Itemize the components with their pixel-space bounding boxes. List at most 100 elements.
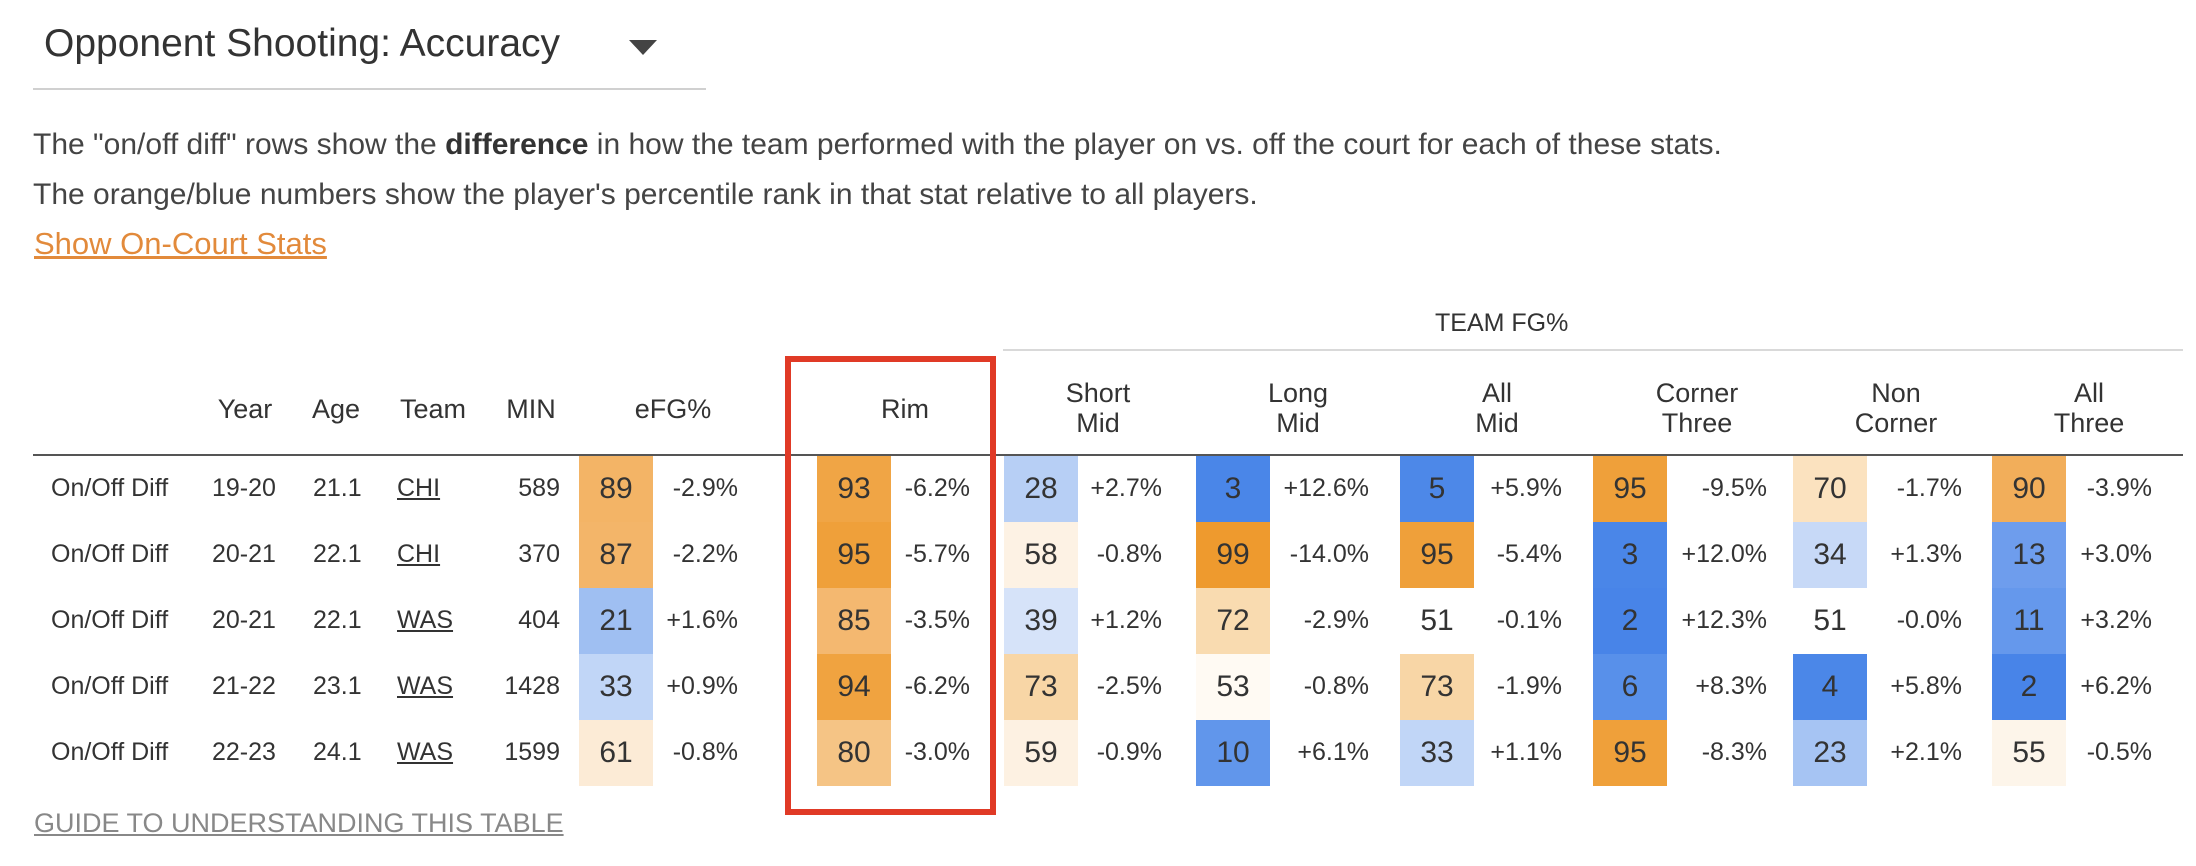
non-corner-percentile-cell: 51 — [1793, 588, 1867, 654]
long-mid-diff-cell: +12.6% — [1283, 474, 1370, 502]
guide-link[interactable]: GUIDE TO UNDERSTANDING THIS TABLE — [34, 808, 564, 838]
year-cell: 20-21 — [212, 606, 276, 634]
min-cell: 1599 — [504, 738, 560, 766]
description-line-1: The "on/off diff" rows show the differen… — [33, 128, 1722, 161]
long-mid-diff-cell: -0.8% — [1303, 672, 1369, 700]
all-mid-diff-cell: -0.1% — [1496, 606, 1562, 634]
col-header-all-mid: All Mid — [1475, 378, 1519, 438]
short-mid-percentile-cell: 73 — [1004, 654, 1078, 720]
rim-percentile-cell: 94 — [817, 654, 891, 720]
col-header-min: MIN — [506, 394, 556, 424]
non-corner-percentile-cell: 34 — [1793, 522, 1867, 588]
corner-three-percentile-cell: 2 — [1593, 588, 1667, 654]
short-mid-percentile-cell: 39 — [1004, 588, 1078, 654]
col-header-rim: Rim — [881, 394, 929, 424]
col-header-all-three: All Three — [2053, 378, 2125, 438]
rim-column-highlight — [785, 356, 996, 815]
group-header-divider — [1003, 349, 2183, 351]
team-link[interactable]: WAS — [397, 738, 454, 766]
long-mid-percentile-cell: 72 — [1196, 588, 1270, 654]
year-cell: 19-20 — [212, 474, 276, 502]
age-cell: 22.1 — [313, 606, 362, 634]
row-label: On/Off Diff — [51, 540, 169, 568]
age-cell: 21.1 — [313, 474, 362, 502]
rim-diff-cell: -6.2% — [904, 474, 970, 502]
view-dropdown-label[interactable]: Opponent Shooting: Accuracy — [44, 22, 561, 65]
short-mid-percentile-cell: 58 — [1004, 522, 1078, 588]
rim-percentile-cell: 93 — [817, 456, 891, 522]
row-label: On/Off Diff — [51, 672, 169, 700]
corner-three-diff-cell: +12.0% — [1681, 540, 1768, 568]
corner-three-percentile-cell: 95 — [1593, 720, 1667, 786]
min-cell: 370 — [518, 540, 560, 568]
rim-percentile-cell: 80 — [817, 720, 891, 786]
col-header-team: Team — [399, 394, 467, 424]
all-three-diff-cell: +6.2% — [2080, 672, 2152, 700]
non-corner-diff-cell: +1.3% — [1890, 540, 1962, 568]
dropdown-underline — [33, 88, 706, 90]
rim-percentile-cell: 95 — [817, 522, 891, 588]
efg-diff-cell: -0.8% — [672, 738, 738, 766]
caret-down-icon[interactable] — [629, 40, 657, 55]
rim-diff-cell: -3.5% — [904, 606, 970, 634]
year-cell: 21-22 — [212, 672, 276, 700]
corner-three-percentile-cell: 95 — [1593, 456, 1667, 522]
description-line-2: The orange/blue numbers show the player'… — [33, 178, 1258, 211]
all-three-diff-cell: -3.9% — [2086, 474, 2152, 502]
row-label: On/Off Diff — [51, 738, 169, 766]
col-header-short-mid: Short Mid — [1065, 378, 1131, 438]
min-cell: 589 — [518, 474, 560, 502]
non-corner-percentile-cell: 4 — [1793, 654, 1867, 720]
rim-percentile-cell: 85 — [817, 588, 891, 654]
row-label: On/Off Diff — [51, 474, 169, 502]
short-mid-diff-cell: +1.2% — [1090, 606, 1162, 634]
col-header-year: Year — [217, 394, 273, 424]
all-three-diff-cell: +3.2% — [2080, 606, 2152, 634]
all-three-percentile-cell: 11 — [1992, 588, 2066, 654]
team-link[interactable]: WAS — [397, 606, 454, 634]
show-on-court-stats-link[interactable]: Show On-Court Stats — [34, 226, 327, 261]
short-mid-percentile-cell: 59 — [1004, 720, 1078, 786]
col-header-long-mid: Long Mid — [1267, 378, 1329, 438]
team-link[interactable]: WAS — [397, 672, 454, 700]
all-mid-diff-cell: +1.1% — [1490, 738, 1562, 766]
rim-diff-cell: -6.2% — [904, 672, 970, 700]
age-cell: 22.1 — [313, 540, 362, 568]
col-header-non-corner: Non Corner — [1854, 378, 1938, 438]
all-three-percentile-cell: 90 — [1992, 456, 2066, 522]
age-cell: 23.1 — [313, 672, 362, 700]
non-corner-percentile-cell: 23 — [1793, 720, 1867, 786]
col-header-age: Age — [311, 394, 361, 424]
all-mid-diff-cell: -1.9% — [1496, 672, 1562, 700]
long-mid-percentile-cell: 99 — [1196, 522, 1270, 588]
min-cell: 404 — [518, 606, 560, 634]
long-mid-percentile-cell: 53 — [1196, 654, 1270, 720]
non-corner-diff-cell: +2.1% — [1890, 738, 1962, 766]
rim-diff-cell: -3.0% — [904, 738, 970, 766]
team-link[interactable]: CHI — [397, 474, 441, 502]
long-mid-diff-cell: +6.1% — [1297, 738, 1369, 766]
all-mid-percentile-cell: 33 — [1400, 720, 1474, 786]
row-label: On/Off Diff — [51, 606, 169, 634]
description-emphasis: difference — [445, 128, 589, 161]
efg-diff-cell: -2.2% — [672, 540, 738, 568]
rim-diff-cell: -5.7% — [904, 540, 970, 568]
year-cell: 22-23 — [212, 738, 276, 766]
col-header-corner-three: Corner Three — [1655, 378, 1739, 438]
all-mid-percentile-cell: 95 — [1400, 522, 1474, 588]
all-mid-percentile-cell: 51 — [1400, 588, 1474, 654]
short-mid-diff-cell: -2.5% — [1096, 672, 1162, 700]
corner-three-percentile-cell: 6 — [1593, 654, 1667, 720]
all-mid-percentile-cell: 5 — [1400, 456, 1474, 522]
all-mid-percentile-cell: 73 — [1400, 654, 1474, 720]
team-link[interactable]: CHI — [397, 540, 441, 568]
efg-diff-cell: +1.6% — [666, 606, 738, 634]
age-cell: 24.1 — [313, 738, 362, 766]
team-fg-group-header: TEAM FG% — [1435, 309, 1569, 337]
all-three-diff-cell: +3.0% — [2080, 540, 2152, 568]
col-header-efg: eFG% — [634, 394, 712, 424]
header-divider — [33, 454, 2183, 456]
all-three-percentile-cell: 2 — [1992, 654, 2066, 720]
short-mid-diff-cell: +2.7% — [1090, 474, 1162, 502]
min-cell: 1428 — [504, 672, 560, 700]
